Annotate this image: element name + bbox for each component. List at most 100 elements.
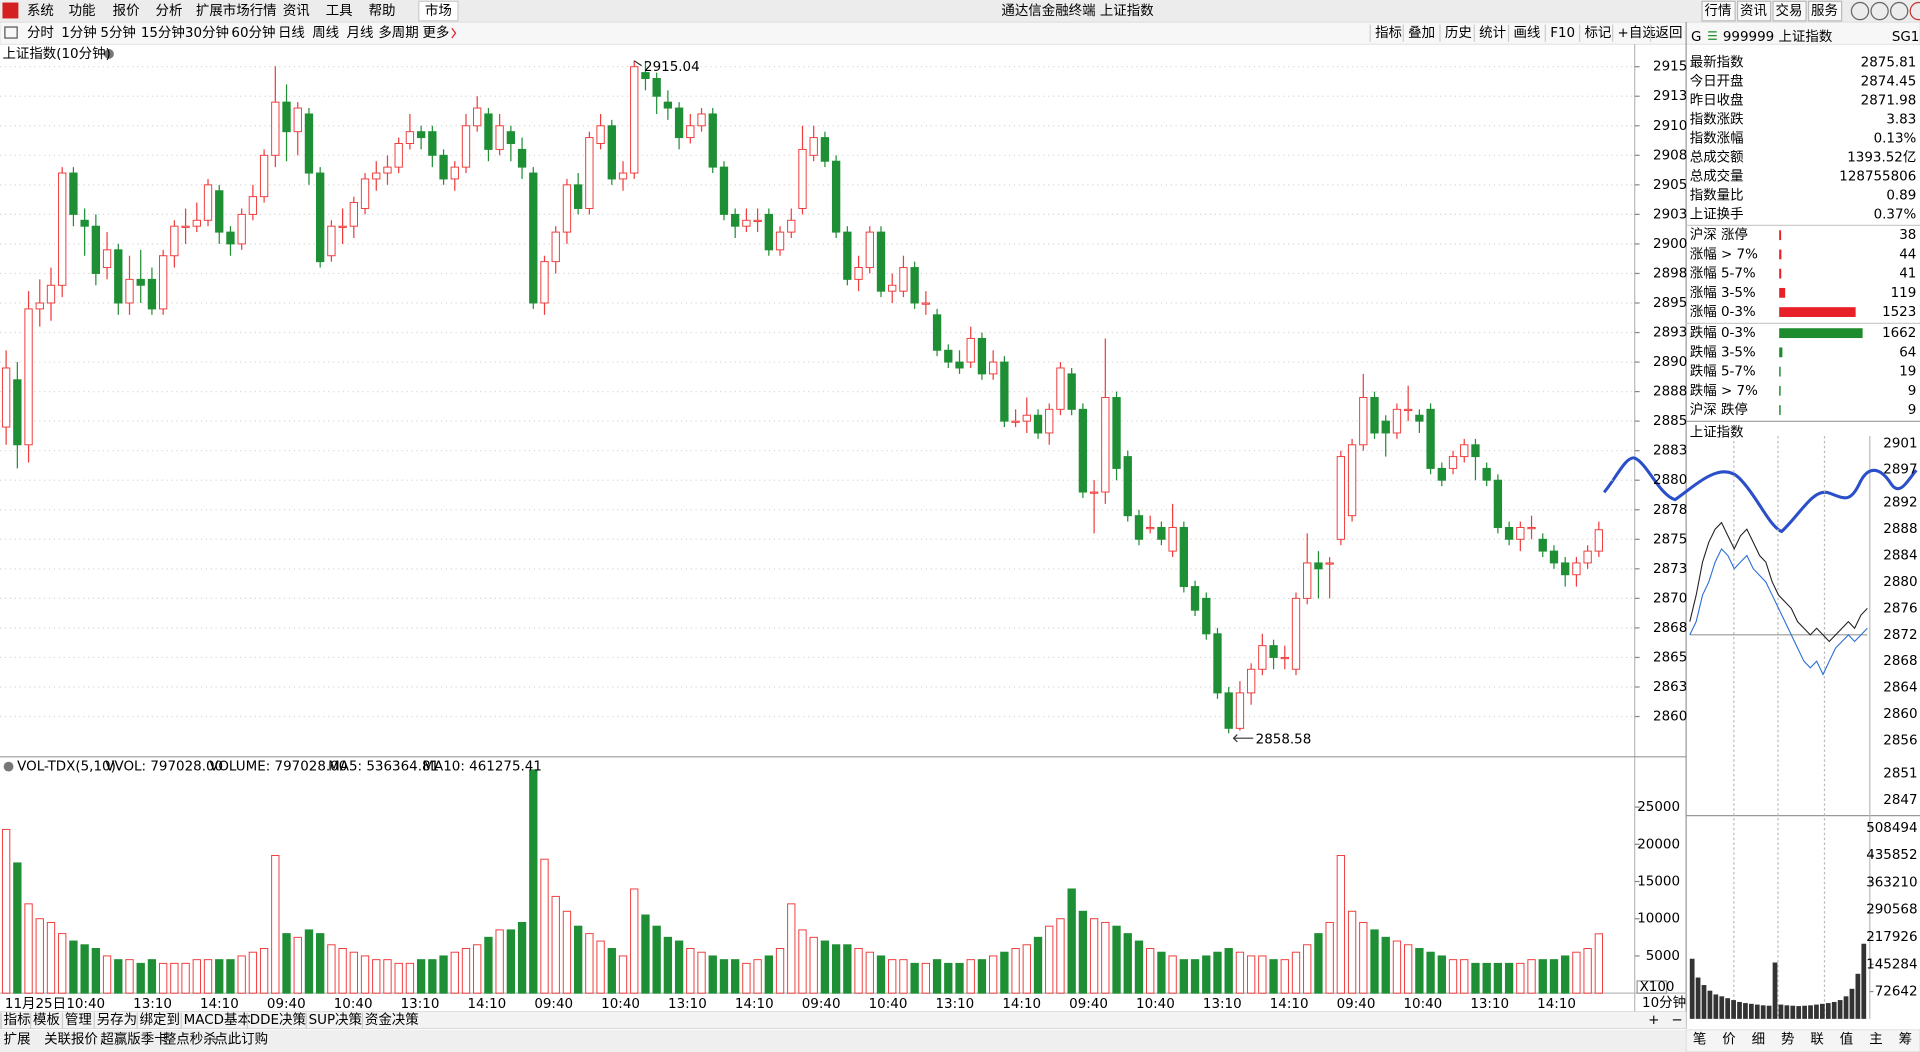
tab[interactable]: 指标 xyxy=(4,1012,31,1028)
volume-bar xyxy=(1336,854,1346,994)
menu-item[interactable]: 分析 xyxy=(156,3,183,19)
volume-bar xyxy=(708,955,717,994)
tool-button[interactable]: 历史 xyxy=(1445,25,1472,41)
view-tab[interactable]: 值 xyxy=(1840,1032,1853,1048)
view-tab[interactable]: 细 xyxy=(1752,1032,1765,1048)
status-item[interactable]: 关联报价 xyxy=(44,1032,98,1048)
view-tab[interactable]: 筹 xyxy=(1899,1031,1912,1048)
volume-bar xyxy=(271,854,280,994)
y-tick-label: 2865 xyxy=(1653,650,1687,665)
status-item[interactable]: 点此订购 xyxy=(214,1032,268,1048)
menu-item[interactable]: 报价 xyxy=(113,3,140,19)
tool-button[interactable]: 叠加 xyxy=(1408,25,1435,41)
view-tab[interactable]: 主 xyxy=(1869,1032,1882,1048)
candle-body xyxy=(484,113,493,150)
view-tab[interactable]: 笔 xyxy=(1693,1032,1706,1048)
candle-body xyxy=(125,278,134,304)
menu-item[interactable]: 扩展市场行情 xyxy=(196,2,277,19)
period-button[interactable]: 30分钟 xyxy=(185,24,229,41)
top-button[interactable]: 行情 xyxy=(1705,3,1732,19)
period-button[interactable]: 15分钟 xyxy=(141,24,185,41)
volume-bar xyxy=(416,959,426,994)
period-button[interactable]: 月线 xyxy=(347,25,374,41)
period-button[interactable]: 周线 xyxy=(312,25,339,41)
menu-item[interactable]: 资讯 xyxy=(283,3,310,19)
candle-body xyxy=(203,184,213,221)
window-control[interactable] xyxy=(1890,1,1909,21)
menu-item[interactable]: 工具 xyxy=(326,4,353,19)
tab[interactable]: 模板 xyxy=(33,1012,60,1028)
volume-bar xyxy=(1022,944,1031,994)
view-tab[interactable]: 价 xyxy=(1722,1033,1736,1048)
candle-body xyxy=(540,261,549,304)
indicator-name: VOL-TDX(5,10) xyxy=(17,760,116,775)
menu-item[interactable]: 系统 xyxy=(27,3,54,19)
volume-bar xyxy=(697,951,706,994)
tab[interactable]: 资金决策 xyxy=(365,1011,419,1028)
drawn-curve xyxy=(1602,456,1918,534)
menu-item[interactable]: 功能 xyxy=(69,3,96,19)
candle-body xyxy=(697,113,706,127)
tool-button[interactable]: 统计 xyxy=(1479,25,1506,41)
period-button[interactable]: 5分钟 xyxy=(100,24,135,41)
candle-body xyxy=(1583,550,1592,564)
view-tab[interactable]: 联 xyxy=(1810,1032,1823,1048)
tab[interactable]: DDE决策 xyxy=(250,1011,307,1028)
top-button[interactable]: 服务 xyxy=(1811,3,1838,19)
period-button[interactable]: 分时 xyxy=(27,25,54,41)
volume-bar xyxy=(147,959,157,994)
view-tab[interactable]: 势 xyxy=(1781,1032,1794,1048)
period-button[interactable]: 1分钟 xyxy=(61,24,96,41)
mini-y-label: 2864 xyxy=(1883,681,1917,696)
period-button[interactable]: 多周期 xyxy=(378,24,418,41)
tab[interactable]: SUP决策 xyxy=(309,1011,363,1028)
top-button[interactable]: 资讯 xyxy=(1740,3,1767,19)
volume-bar xyxy=(585,933,594,994)
tool-button[interactable]: 返回 xyxy=(1656,25,1683,41)
volume-bar xyxy=(1572,951,1581,994)
menu-item[interactable]: 帮助 xyxy=(369,3,396,19)
candle-body xyxy=(1347,444,1357,517)
candle-body xyxy=(551,231,560,263)
mini-volume-bar xyxy=(1855,973,1861,1019)
tab[interactable]: 另存为 xyxy=(97,1012,137,1028)
tab[interactable]: MACD基本 xyxy=(184,1011,251,1028)
tab[interactable]: 绑定到 xyxy=(140,1012,180,1028)
tool-button[interactable]: F10 xyxy=(1550,26,1575,41)
window-control[interactable] xyxy=(1909,1,1920,21)
candle-body xyxy=(1460,444,1469,458)
breadth-label: 涨幅 3-5% xyxy=(1690,285,1756,301)
y-tick-label: 2890 xyxy=(1653,355,1687,370)
tool-button[interactable]: 画线 xyxy=(1513,25,1540,41)
zoom-button[interactable]: + xyxy=(1648,1013,1659,1028)
zoom-button[interactable]: − xyxy=(1671,1013,1682,1028)
volume-bar xyxy=(1303,944,1312,994)
low-pointer xyxy=(1232,734,1254,743)
candle-body xyxy=(304,113,314,174)
tab[interactable]: 管理 xyxy=(65,1012,92,1028)
tool-button[interactable]: +自选 xyxy=(1618,25,1656,41)
candle-body xyxy=(1123,456,1132,517)
candle-body xyxy=(226,231,235,245)
volume-bar xyxy=(102,955,112,994)
status-item[interactable]: 扩展 xyxy=(4,1032,31,1048)
tool-button[interactable]: 指标 xyxy=(1375,25,1402,41)
status-item[interactable]: 超赢版季卡 xyxy=(100,1031,167,1048)
window-control[interactable] xyxy=(1850,1,1870,21)
candle-body xyxy=(1168,526,1177,552)
tool-button[interactable]: 标记 xyxy=(1584,25,1611,41)
candle-body xyxy=(1415,414,1424,422)
window-control[interactable] xyxy=(1870,1,1889,21)
more-button[interactable]: 更多 xyxy=(422,24,449,41)
top-button[interactable]: 交易 xyxy=(1776,2,1803,19)
volume-bar xyxy=(58,933,67,994)
period-button[interactable]: 日线 xyxy=(278,25,305,41)
status-item[interactable]: 整点秒杀 xyxy=(163,1032,217,1048)
candle-body xyxy=(1269,645,1278,658)
x-tick-label: 13:10 xyxy=(1470,997,1509,1012)
candle-body xyxy=(69,172,78,215)
market-tab[interactable]: 市场 xyxy=(425,2,452,19)
period-button[interactable]: 60分钟 xyxy=(231,24,275,41)
volume-bar xyxy=(731,959,740,994)
